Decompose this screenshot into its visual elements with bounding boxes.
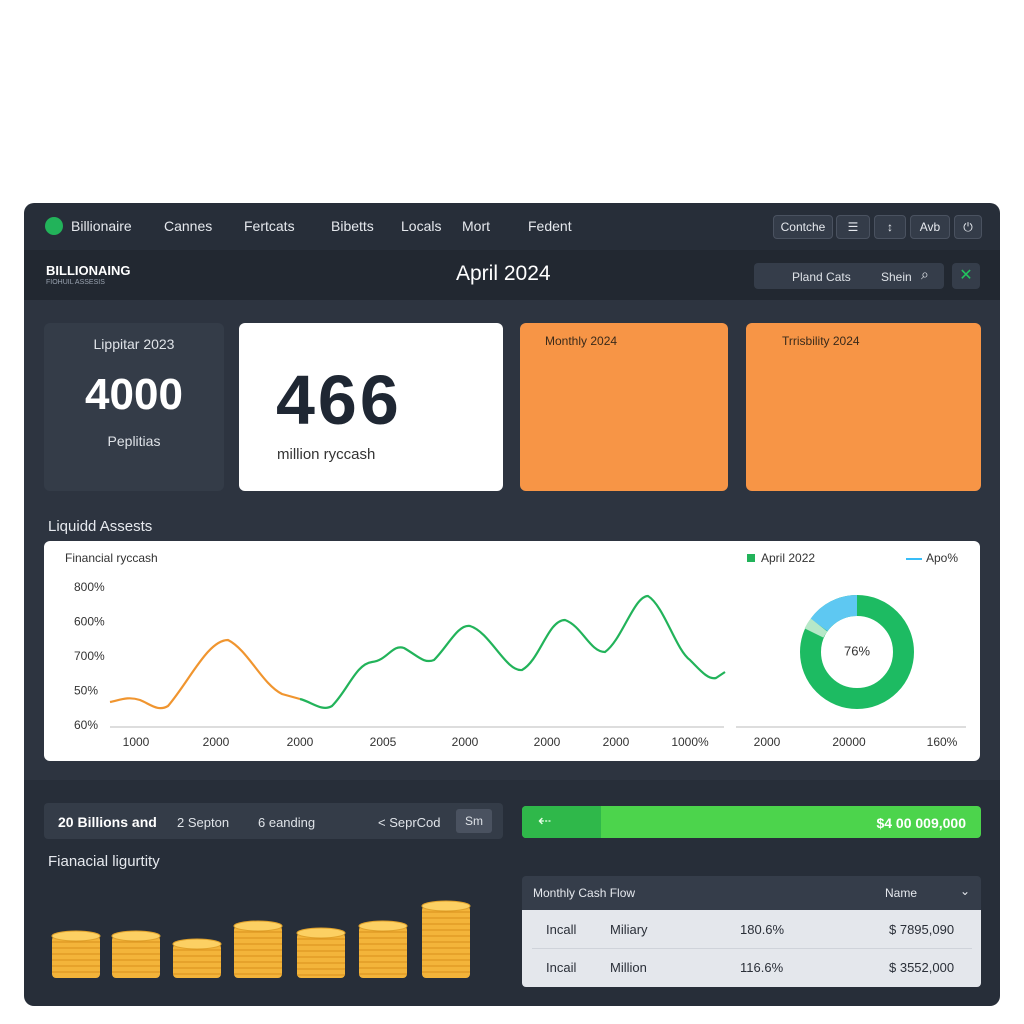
coin-stack (234, 926, 282, 978)
coin-top (51, 930, 101, 942)
brand[interactable]: Billionaire (71, 218, 132, 234)
x-axis-label: 2000 (754, 735, 781, 749)
card-sub: million ryccash (277, 446, 376, 463)
close-button[interactable]: ✕ (952, 263, 980, 289)
coin-top (358, 920, 408, 932)
x-axis-label: 20000 (832, 735, 866, 749)
search-text: Pland Cats (792, 270, 851, 284)
dropdown-icon[interactable]: ⌄ (960, 884, 971, 898)
table-cell: $ 7895,090 (889, 922, 955, 937)
donut-segment (804, 618, 828, 638)
nav-item[interactable]: Cannes (164, 218, 213, 234)
toolbar (44, 803, 503, 839)
x-axis-label: 2000 (203, 735, 230, 749)
x-axis-label: 2005 (370, 735, 397, 749)
power-button[interactable]: ⏻ (954, 215, 982, 239)
x-axis-label: 2000 (287, 735, 314, 749)
nav-item[interactable]: Fedent (528, 218, 572, 234)
toolbar-button[interactable]: Sm (456, 809, 492, 833)
card-label: Monthly 2024 (545, 334, 618, 348)
coin-top (233, 920, 283, 932)
stat-card (239, 323, 503, 491)
coin-top (111, 930, 161, 942)
search-text: Shein (881, 270, 912, 284)
chart: Financial ryccash April 2022 Apo% 76% 80… (65, 551, 966, 749)
section-title: Fianacial ligurtity (48, 853, 160, 870)
table-cell: 116.6% (740, 960, 784, 975)
table-header-cell[interactable]: Name (885, 886, 918, 900)
y-axis-label: 800% (74, 580, 105, 594)
search-box[interactable] (754, 263, 944, 289)
legend-swatch (747, 554, 755, 562)
x-axis-label: 2000 (452, 735, 479, 749)
nav-item[interactable]: Locals (401, 218, 442, 234)
card-value: 466 (276, 361, 402, 439)
logo: BILLIONAING (46, 263, 131, 278)
toolbar-item[interactable]: 2 Septon (177, 815, 230, 830)
chart-title: Financial ryccash (65, 551, 158, 565)
x-axis-label: 1000 (123, 735, 150, 749)
stat-card (44, 323, 224, 491)
search-icon: ⌕ (921, 266, 929, 282)
toolbar-item[interactable]: 6 eanding (258, 815, 316, 830)
menu-button[interactable]: ☰ (836, 215, 870, 239)
coin-stack (359, 926, 407, 978)
legend-label: Apo% (926, 551, 958, 565)
card-label: Lippitar 2023 (93, 336, 175, 352)
nav-item[interactable]: Fertcats (244, 218, 295, 234)
coin-stack (112, 936, 160, 978)
coin-top (296, 927, 346, 939)
line-green (299, 594, 726, 709)
stat-card (520, 323, 728, 491)
coin-stacks (51, 900, 471, 978)
chart-card (44, 541, 980, 761)
table-cell: 180.6% (740, 922, 785, 937)
nav-button[interactable]: Contche (773, 215, 833, 239)
x-axis-label: 1000% (671, 735, 709, 749)
toolbar-item[interactable]: < SeprCod (378, 815, 441, 830)
toolbar-item[interactable]: 20 Billions and (58, 814, 157, 830)
y-axis-label: 50% (74, 684, 98, 698)
coin-top (421, 900, 471, 912)
y-axis-label: 600% (74, 615, 105, 629)
x-axis-label: 2000 (534, 735, 561, 749)
table-header-cell: Monthly Cash Flow (533, 886, 636, 900)
sort-button[interactable]: ↕ (874, 215, 906, 239)
brand-icon (45, 217, 63, 235)
nav-item[interactable]: Mort (462, 218, 490, 234)
progress-label: $4 00 009,000 (876, 815, 966, 831)
x-axis-label: 160% (927, 735, 958, 749)
line-orange (109, 638, 301, 710)
coin-stack (173, 944, 221, 978)
section-title: Liquidd Assests (48, 518, 153, 535)
card-value: 4000 (85, 370, 183, 419)
page-title: April 2024 (456, 262, 551, 285)
nav-item[interactable]: Bibetts (331, 218, 374, 234)
progress-icon[interactable]: ⇠ (522, 806, 601, 838)
table-cell: Million (610, 960, 647, 975)
card-label: Trrisbility 2024 (782, 334, 860, 348)
coin-stack (297, 933, 345, 978)
table-cell: Miliary (610, 922, 648, 937)
legend-label: April 2022 (761, 551, 815, 565)
stat-card (746, 323, 981, 491)
card-sub: Peplitias (107, 433, 161, 449)
table-cell: Incail (546, 960, 577, 975)
coin-stack (52, 936, 100, 978)
donut-label: 76% (844, 643, 870, 658)
logo-sub: FIOHUIL ASSESIS (46, 279, 105, 286)
coin-top (172, 938, 222, 950)
table-cell: Incall (546, 922, 577, 937)
x-axis-label: 2000 (603, 735, 630, 749)
y-axis-label: 700% (74, 649, 105, 663)
table-cell: $ 3552,000 (889, 960, 955, 975)
table-header (522, 876, 981, 910)
row-divider (532, 948, 972, 949)
donut-segment (810, 594, 858, 632)
y-axis-label: 60% (74, 718, 98, 732)
nav-button[interactable]: Avb (910, 215, 950, 239)
